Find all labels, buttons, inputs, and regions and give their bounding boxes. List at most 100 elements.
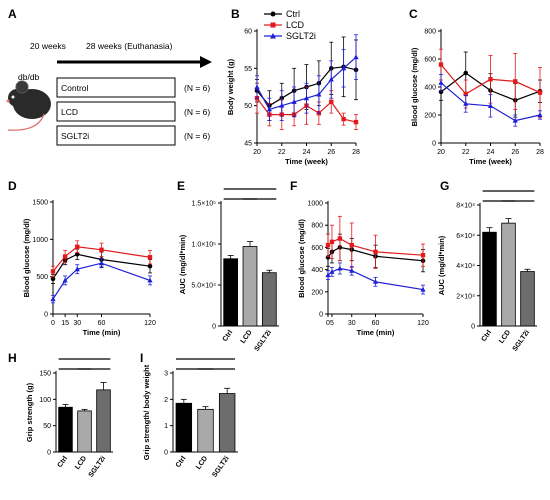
x-tick-label: 24: [487, 149, 495, 156]
y-tick-label: 400: [424, 85, 436, 92]
panel-label: I: [140, 351, 143, 365]
x-axis-label: Time (week): [285, 157, 328, 166]
y-tick-label: 50: [43, 423, 51, 430]
bar-sglt2i: [96, 389, 111, 453]
legend-label-lcd: LCD: [286, 20, 305, 30]
y-tick-label: 800: [311, 223, 323, 230]
data-point: [463, 101, 469, 106]
panel-label: G: [440, 179, 449, 193]
y-tick-label: 1.5×10⁵: [191, 201, 216, 208]
data-point: [329, 99, 334, 105]
timeline-start-label: 20 weeks: [30, 41, 66, 51]
y-tick-label: 45: [244, 141, 252, 148]
x-tick-label: 22: [278, 149, 286, 156]
y-tick-label: 1500: [32, 200, 48, 207]
y-tick-label: 1000: [307, 201, 323, 208]
y-tick-label: 0: [164, 450, 168, 457]
group-n: (N = 6): [184, 131, 210, 141]
data-point: [487, 103, 494, 108]
data-point: [98, 260, 105, 266]
y-tick-label: 0: [47, 450, 51, 457]
x-tick-label: 120: [144, 320, 156, 327]
x-tick-label: LCD: [240, 329, 254, 345]
group-box-sglt2i: SGLT2i (N = 6): [56, 125, 210, 146]
x-tick-label: 22: [462, 149, 470, 156]
data-point: [537, 112, 543, 117]
y-tick-label: 5.0×10⁴: [191, 283, 216, 290]
data-point: [50, 296, 56, 302]
legend-marker-sglt2i: [270, 33, 276, 39]
y-tick-label: 1000: [32, 237, 48, 244]
x-tick-label: 28: [352, 149, 360, 156]
x-tick-label: SGLT2i: [88, 455, 108, 479]
x-tick-label: 15: [61, 320, 69, 327]
x-tick-label: LCD: [498, 329, 512, 345]
x-tick-label: 20: [253, 149, 261, 156]
data-point: [488, 77, 493, 82]
data-point: [420, 252, 426, 258]
y-tick-label: 0: [471, 324, 475, 331]
y-axis-label: AUC (mg/dl*min): [437, 235, 446, 295]
x-tick-label: 26: [511, 149, 519, 156]
x-tick-label: 24: [303, 149, 311, 156]
series-sglt2i: [438, 74, 543, 127]
group-n: (N = 6): [184, 107, 210, 117]
panel-label: H: [8, 351, 17, 365]
data-point: [341, 65, 347, 71]
data-point: [438, 80, 444, 85]
data-point: [325, 242, 331, 248]
chart-panel-f: F 0 200 400 600 800 1000 0 5 30 60 120 Time (min) Blo…: [290, 179, 429, 337]
x-axis-label: Time (min): [357, 328, 395, 337]
x-tick-label: 0: [326, 320, 330, 327]
series-line: [52, 262, 151, 300]
y-axis-label: Blood glucose (mg/dl): [22, 218, 31, 297]
x-axis-label: Time (min): [83, 328, 121, 337]
data-point: [147, 277, 153, 283]
data-point: [420, 286, 426, 292]
data-point: [337, 236, 343, 241]
group-n: (N = 6): [184, 83, 210, 93]
group-name: LCD: [61, 107, 78, 117]
x-tick-label: LCD: [195, 455, 209, 471]
data-point: [328, 76, 334, 82]
panel-label: C: [409, 7, 418, 21]
bar-ctrl: [482, 231, 497, 327]
y-tick-label: 55: [244, 66, 252, 73]
x-tick-label: Ctrl: [175, 455, 188, 469]
x-tick-label: 28: [536, 149, 544, 156]
data-point: [291, 99, 297, 104]
chart-panel-i: I 0 1 2 3 Grip strength/ body weight Ctrl LCD SG…: [140, 351, 238, 479]
y-tick-label: 50: [244, 103, 252, 110]
timeline-end-label: 28 weeks (Euthanasia): [86, 41, 173, 51]
data-point: [349, 242, 354, 248]
data-point: [147, 263, 153, 269]
data-point: [266, 106, 272, 112]
data-point: [349, 267, 355, 273]
y-tick-label: 1: [164, 423, 168, 430]
chart-panel-b: B 45 50 55 60 20 22 24 26 28 Time (week) Body weigh…: [226, 7, 360, 166]
y-tick-label: 60: [244, 29, 252, 36]
y-tick-label: 800: [424, 29, 436, 36]
x-tick-label: Ctrl: [480, 329, 493, 343]
chart-panel-e: E 0 5.0×10⁴ 1.0×10⁵ 1.5×10⁵ AUC (mg/dl*min) Ct…: [177, 179, 279, 353]
y-tick-label: 100: [39, 397, 51, 404]
legend-label-sglt2i: SGLT2i: [286, 31, 316, 41]
x-tick-label: 60: [98, 320, 106, 327]
y-axis-label: AUC (mg/dl*min): [178, 234, 187, 294]
bar-sglt2i: [261, 272, 277, 327]
data-point: [316, 91, 322, 97]
chart-panel-d: D 0 500 1000 1500 0 15 30 60 120 Time (min) Blood g…: [8, 179, 156, 337]
data-point: [279, 102, 285, 108]
data-point: [50, 276, 56, 282]
y-tick-label: 2: [164, 397, 168, 404]
x-tick-label: 30: [348, 320, 356, 327]
x-tick-label: 120: [417, 320, 429, 327]
data-point: [373, 249, 378, 255]
data-point: [353, 54, 359, 60]
data-point: [353, 119, 359, 125]
y-tick-label: 200: [424, 113, 436, 120]
chart-panel-g: G 0 2×10⁴ 4×10⁴ 6×10⁴ 8×10⁴ AUC (mg/dl*min) Ctr…: [437, 179, 537, 353]
legend-label-ctrl: Ctrl: [286, 9, 300, 19]
legend: Ctrl LCD SGLT2i: [264, 9, 316, 41]
